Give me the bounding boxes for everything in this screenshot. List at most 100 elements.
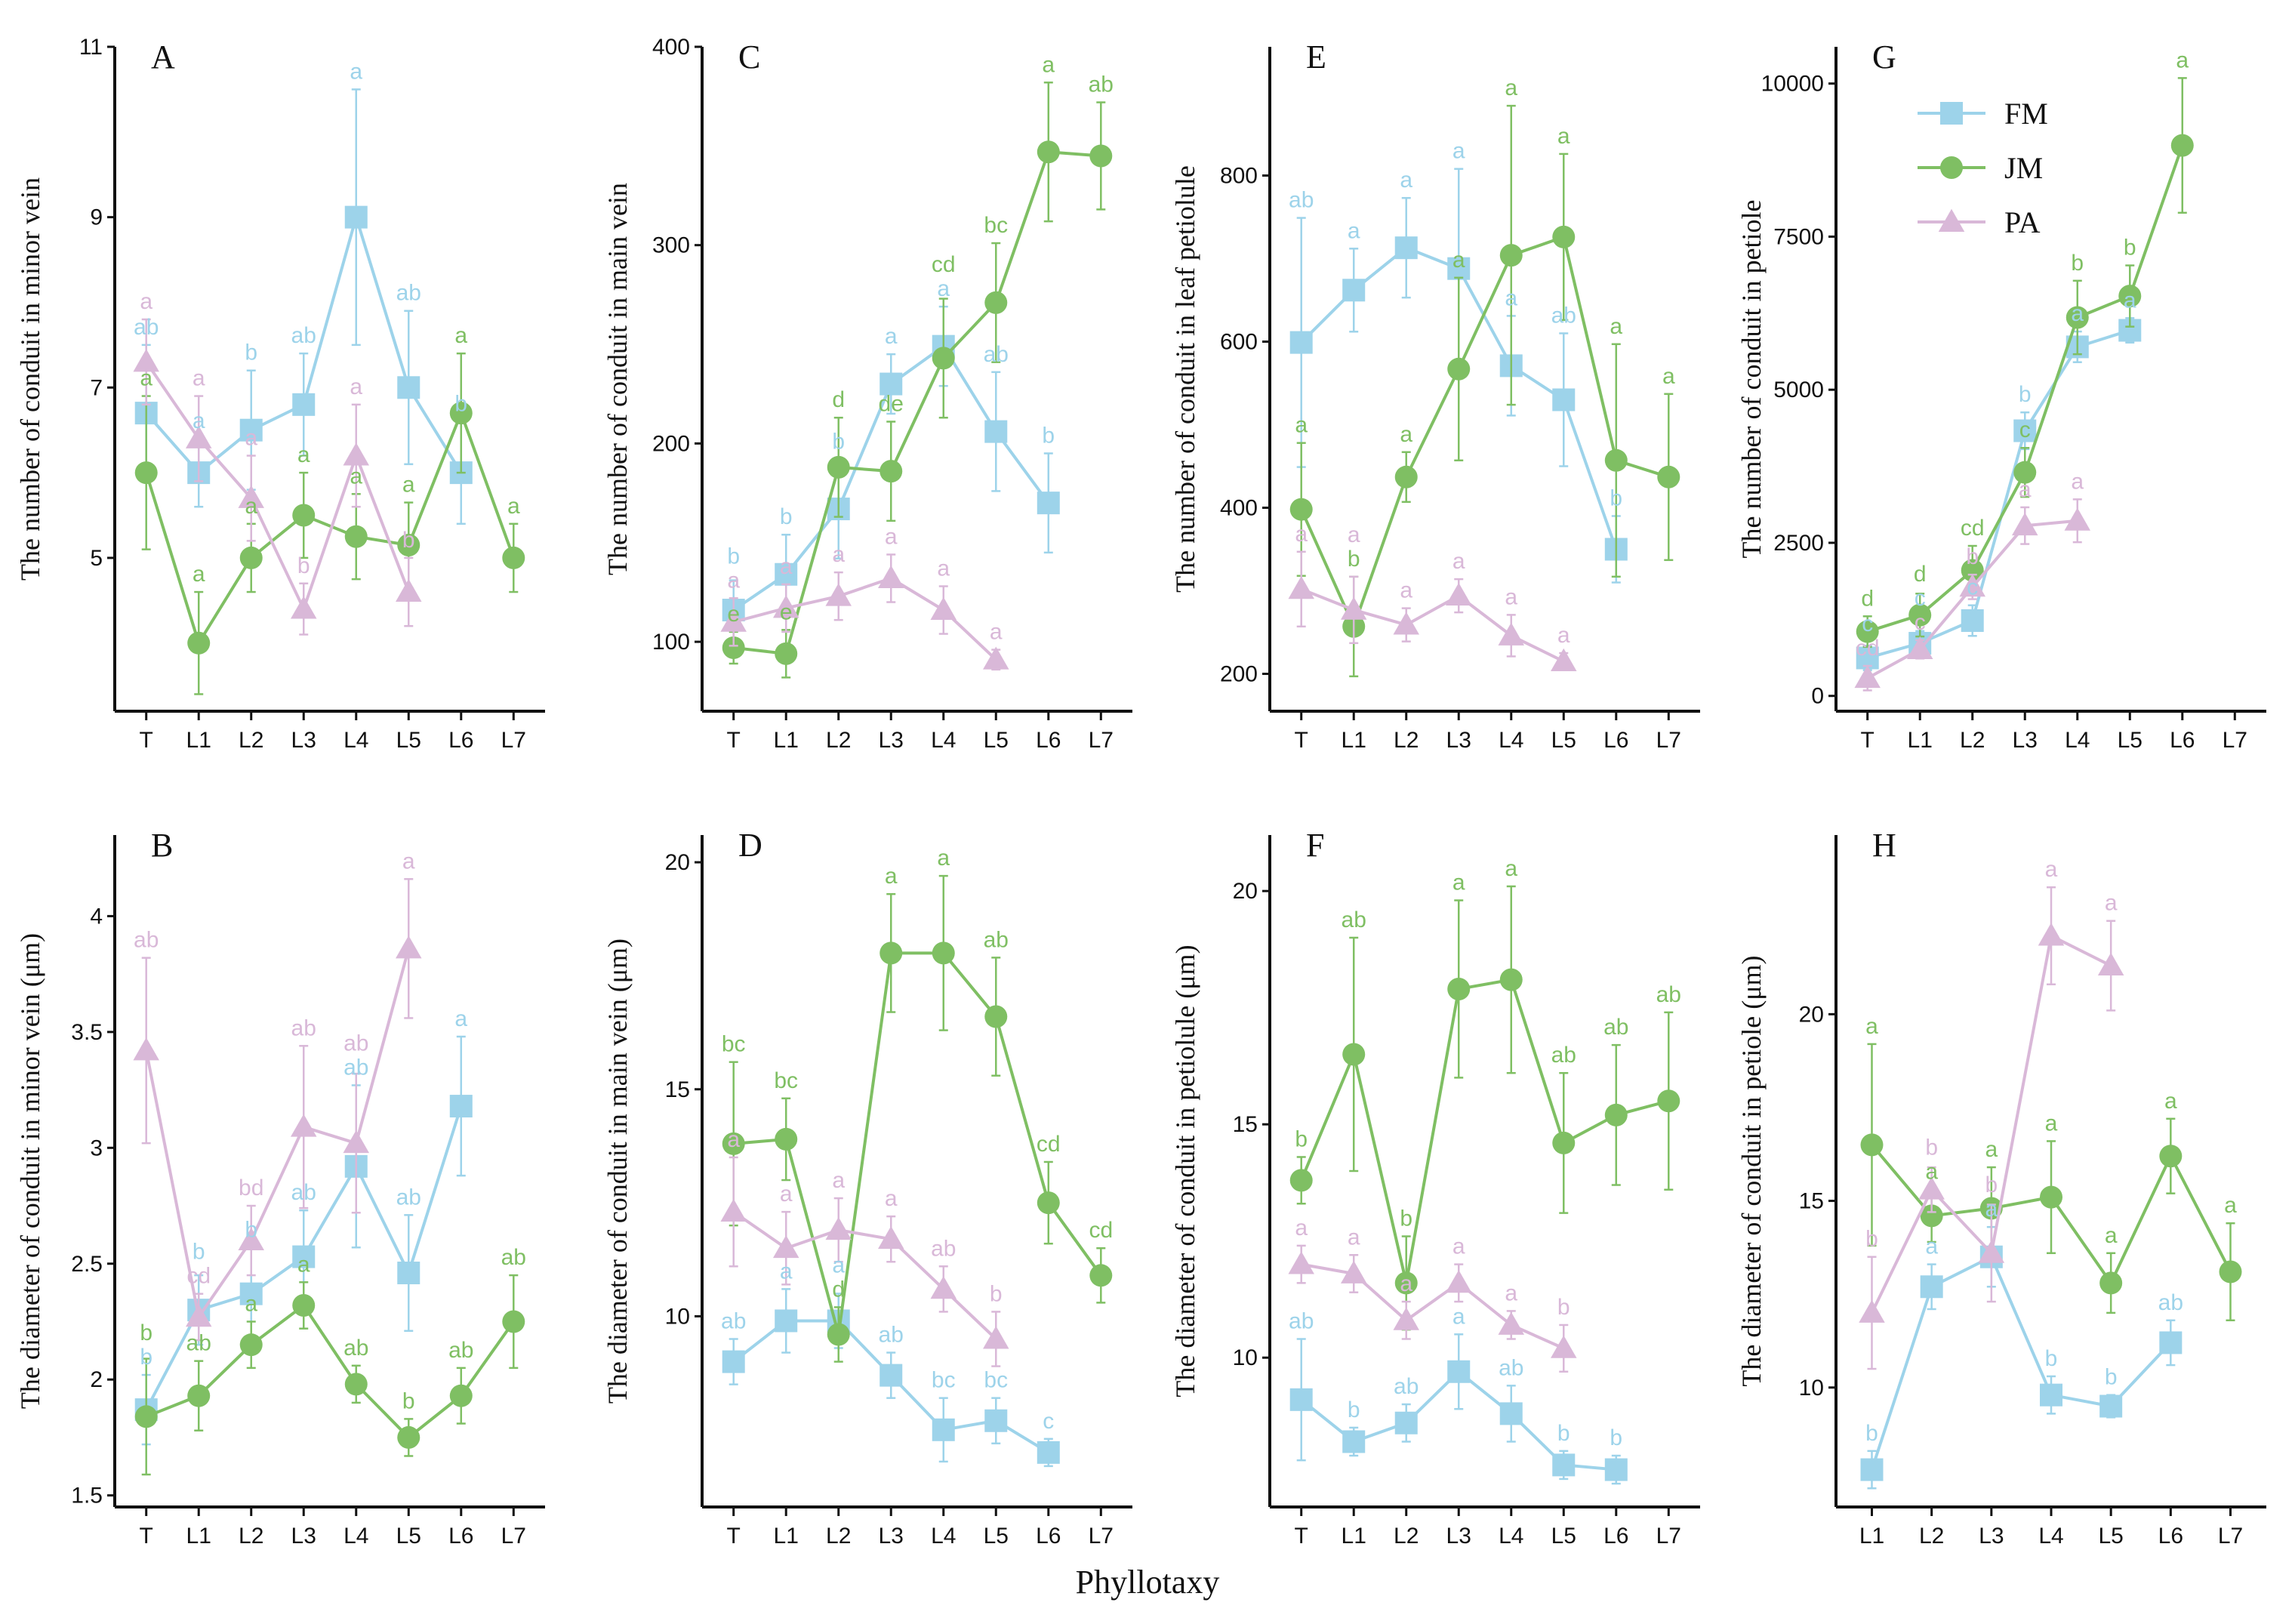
chart-panel-b: B 1.5 2 2.5 3 3.5 4 T L1 L2 L3 L4 L5 L6 L7 The diameter… bbox=[15, 827, 545, 1549]
y-tick-label: 7500 bbox=[1773, 224, 1824, 249]
data-point-pa bbox=[2097, 952, 2124, 975]
x-tick-label: L4 bbox=[931, 1524, 956, 1549]
data-point-fm bbox=[2159, 1331, 2183, 1354]
data-point-fm bbox=[2099, 1394, 2123, 1418]
data-point-pa bbox=[720, 609, 747, 632]
significance-letter: ab bbox=[879, 1323, 904, 1348]
significance-letter: b bbox=[297, 553, 310, 578]
x-tick-label: L4 bbox=[1499, 728, 1523, 753]
significance-letter: a bbox=[1925, 1160, 1938, 1185]
data-point-fm bbox=[879, 372, 903, 396]
significance-letter: ab bbox=[1289, 188, 1314, 213]
chart-panel-h: H 10 15 20 L1 L2 L3 L4 L5 L6 L7 The diameter of con… bbox=[1736, 827, 2266, 1549]
significance-letter: de bbox=[879, 391, 904, 416]
series-line-pa bbox=[733, 576, 997, 661]
significance-letter: ab bbox=[448, 1338, 473, 1363]
significance-letter: a bbox=[1452, 139, 1465, 164]
data-point-pa bbox=[238, 1227, 264, 1251]
data-point-pa bbox=[825, 583, 852, 606]
y-tick-label: 15 bbox=[1233, 1112, 1258, 1137]
x-tick-label: L1 bbox=[186, 1524, 211, 1549]
data-point-fm bbox=[1342, 279, 1366, 302]
significance-letter: a bbox=[885, 324, 898, 349]
significance-letter: b bbox=[1925, 1136, 1938, 1160]
panel-letter: C bbox=[738, 39, 760, 75]
x-tick-label: L6 bbox=[1603, 1524, 1628, 1549]
data-point-pa bbox=[1551, 1335, 1577, 1358]
significance-letter: ab bbox=[134, 315, 159, 340]
data-point-pa bbox=[1445, 582, 1472, 606]
legend-marker-jm bbox=[1940, 156, 1963, 179]
panel-letter: A bbox=[151, 39, 175, 75]
x-tick-label: L6 bbox=[1603, 728, 1628, 753]
x-tick-label: L5 bbox=[984, 1524, 1009, 1549]
significance-letter: ab bbox=[1499, 1355, 1523, 1380]
significance-letter: b bbox=[1985, 1173, 1998, 1197]
figure-x-axis-title: Phyllotaxy bbox=[1076, 1564, 1220, 1601]
y-tick-label: 4 bbox=[90, 904, 103, 929]
data-point-pa bbox=[343, 442, 370, 466]
y-axis-title: The diameter of conduit in main vein (μm… bbox=[602, 938, 633, 1404]
significance-letter: c bbox=[1915, 610, 1926, 635]
significance-letter: b bbox=[1610, 486, 1622, 511]
data-point-jm bbox=[1447, 357, 1471, 381]
significance-letter: ab bbox=[343, 1031, 368, 1055]
significance-letter: a bbox=[780, 1182, 793, 1206]
series-pa bbox=[1859, 886, 2124, 1370]
y-tick-label: 9 bbox=[90, 205, 103, 230]
x-tick-label: L3 bbox=[879, 1524, 904, 1549]
series-pa bbox=[1854, 498, 2091, 692]
data-point-jm bbox=[2013, 461, 2037, 484]
data-point-jm bbox=[1920, 1204, 1943, 1228]
x-tick-label: T bbox=[140, 1524, 153, 1549]
significance-letter: a bbox=[1610, 314, 1622, 339]
legend-marker-pa bbox=[1938, 208, 1965, 232]
significance-letter: a bbox=[937, 846, 950, 871]
significance-letter: a bbox=[727, 568, 740, 593]
data-point-jm bbox=[292, 1294, 316, 1317]
data-point-fm bbox=[344, 205, 368, 229]
significance-letter: a bbox=[1400, 422, 1412, 447]
data-point-fm bbox=[1037, 1441, 1060, 1464]
significance-letter: a bbox=[1452, 1304, 1465, 1329]
significance-letter: d bbox=[1861, 586, 1874, 611]
significance-letter: bc bbox=[722, 1032, 746, 1057]
y-axis-title: The number of conduit in petiole bbox=[1736, 200, 1767, 559]
data-point-pa bbox=[185, 1304, 212, 1327]
series-line-pa bbox=[145, 361, 411, 613]
significance-letter: bc bbox=[984, 1368, 1008, 1393]
data-point-jm bbox=[1394, 465, 1418, 488]
x-tick-label: L2 bbox=[1919, 1524, 1944, 1549]
series-jm bbox=[134, 352, 525, 695]
x-tick-label: L6 bbox=[448, 1524, 473, 1549]
y-tick-label: 5000 bbox=[1773, 377, 1824, 402]
significance-letter: cd bbox=[1856, 636, 1880, 661]
data-point-pa bbox=[1854, 664, 1881, 689]
y-tick-label: 20 bbox=[1233, 879, 1258, 904]
x-tick-label: T bbox=[727, 728, 741, 753]
data-point-jm bbox=[1499, 968, 1523, 991]
significance-letter: a bbox=[1505, 1280, 1517, 1305]
significance-letter: a bbox=[1662, 364, 1675, 389]
series-line-fm bbox=[1870, 1254, 2172, 1471]
x-tick-label: L5 bbox=[1551, 728, 1576, 753]
significance-letter: b bbox=[2045, 1346, 2058, 1371]
significance-letter: a bbox=[885, 864, 898, 889]
significance-letter: a bbox=[140, 289, 152, 314]
x-tick-label: L1 bbox=[1342, 1524, 1366, 1549]
series-pa bbox=[1288, 1244, 1577, 1373]
series-jm bbox=[1289, 885, 1680, 1331]
data-point-pa bbox=[290, 596, 317, 619]
series-pa bbox=[133, 878, 422, 1342]
significance-letter: b bbox=[402, 1388, 415, 1413]
significance-letter: bc bbox=[984, 213, 1008, 238]
significance-letter: a bbox=[140, 366, 152, 391]
significance-letter: bc bbox=[932, 1368, 956, 1393]
data-point-jm bbox=[292, 504, 316, 527]
data-point-fm bbox=[1920, 1275, 1943, 1299]
x-tick-label: L1 bbox=[186, 728, 211, 753]
significance-letter: b bbox=[2124, 236, 2136, 260]
significance-letter: b bbox=[1966, 544, 1979, 569]
data-point-jm bbox=[984, 1005, 1008, 1028]
significance-letter: d bbox=[832, 387, 845, 412]
